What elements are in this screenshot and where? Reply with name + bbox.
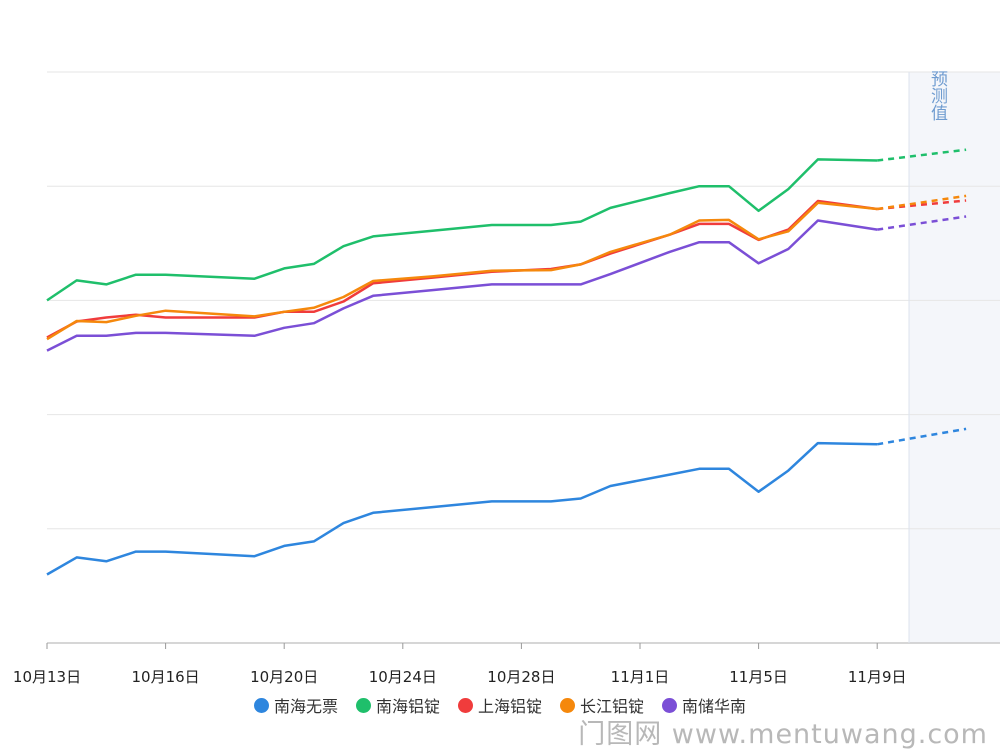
- x-tick-label: 10月24日: [369, 668, 437, 686]
- forecast-label: 预测值: [927, 70, 948, 121]
- legend-label: 长江铝锭: [580, 697, 645, 716]
- legend-item-nanchu-huanan[interactable]: 南储华南: [662, 693, 746, 717]
- series-forecast-0: [876, 427, 967, 446]
- series-line-0: [46, 441, 878, 576]
- legend-dot: [355, 697, 371, 713]
- legend-item-changjiang-lvding[interactable]: 长江铝锭: [560, 693, 644, 717]
- x-tick-label: 11月5日: [729, 668, 788, 686]
- series-forecast-4: [877, 215, 967, 231]
- legend-item-shanghai-lvding[interactable]: 上海铝锭: [457, 693, 542, 717]
- legend-label: 南储华南: [682, 697, 747, 716]
- series-forecast-1: [877, 148, 967, 162]
- grid-lines: [47, 71, 1000, 644]
- x-axis: 10月13日 10月16日 10月20日 10月24日 10月28日 11月1日 11月5日…: [13, 643, 907, 686]
- forecast-region: [909, 72, 1000, 643]
- series-line-2: [46, 199, 878, 339]
- series-line-4: [46, 219, 878, 352]
- legend-label: 南海铝锭: [375, 697, 440, 716]
- x-tick-label: 11月1日: [611, 668, 670, 686]
- legend-dot: [560, 697, 575, 713]
- legend-item-nanhai-wupiao[interactable]: 南海无票: [253, 693, 338, 717]
- line-chart: 10月13日 10月16日 10月20日 10月24日 10月28日 11月1日 11月5日…: [13, 70, 1000, 686]
- legend-dot: [662, 697, 678, 713]
- legend-dot: [457, 697, 473, 713]
- series-forecast-3: [877, 194, 967, 211]
- legend-label: 上海铝锭: [477, 697, 542, 716]
- x-tick-label: 10月28日: [487, 668, 555, 686]
- legend-label: 南海无票: [273, 697, 338, 716]
- legend-item-nanhai-lvding[interactable]: 南海铝锭: [355, 693, 440, 717]
- x-tick-label: 10月13日: [13, 668, 81, 686]
- series-lines: [46, 148, 967, 576]
- series-line-1: [46, 158, 878, 302]
- legend: 南海无票 南海铝锭 上海铝锭 长江铝锭 南储华南: [0, 692, 1000, 718]
- x-tick-label: 10月20日: [250, 668, 318, 686]
- x-tick-label: 10月16日: [132, 668, 200, 686]
- series-line-3: [46, 201, 878, 341]
- x-tick-label: 11月9日: [848, 668, 907, 686]
- legend-dot: [253, 697, 269, 713]
- watermark: 门图网 www.mentuwang.com: [578, 719, 988, 750]
